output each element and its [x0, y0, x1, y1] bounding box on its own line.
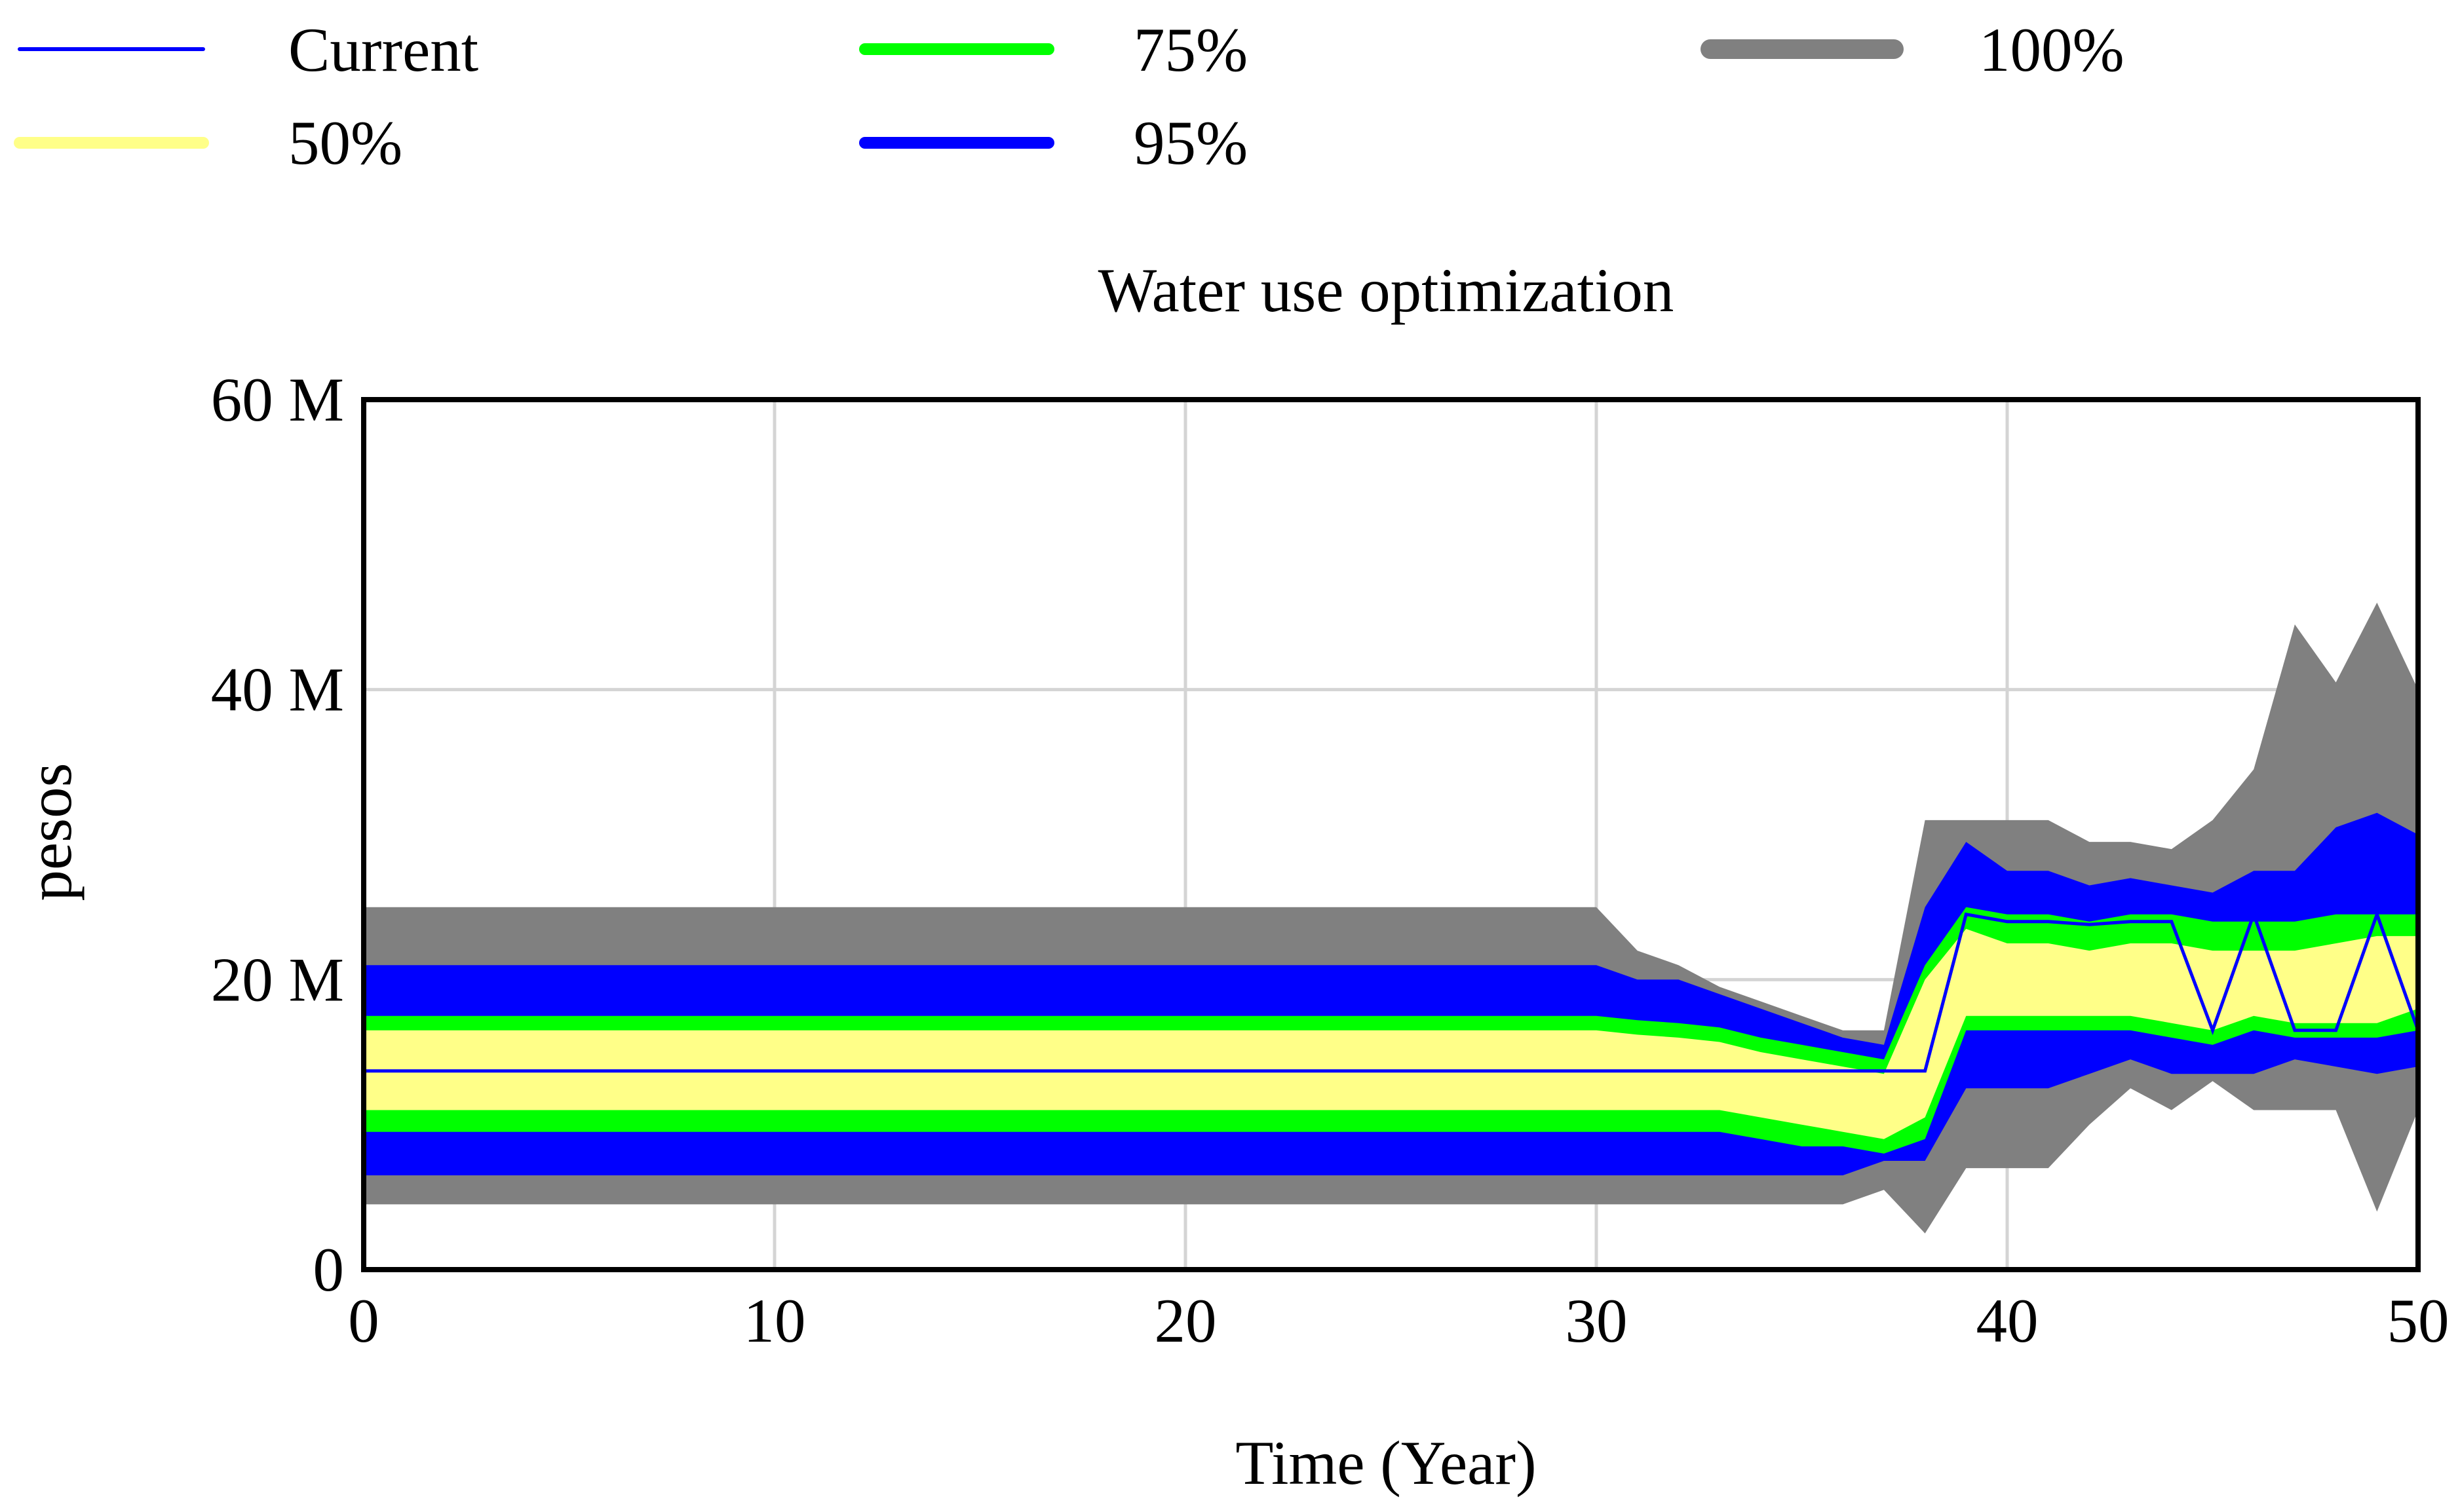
axis-ticks: 0 10 20 30 40 50 0 20 M 40 M 60 M — [211, 365, 2450, 1355]
legend-label-50: 50% — [288, 108, 402, 178]
band-50 — [364, 928, 2418, 1139]
bands — [364, 602, 2418, 1234]
y-tick-label: 60 M — [211, 365, 344, 434]
y-tick-label: 0 — [313, 1235, 345, 1304]
y-axis-label: pesos — [15, 763, 85, 901]
y-tick-label: 40 M — [211, 655, 344, 725]
legend: Current 75% 100% 50% 95% — [14, 15, 2124, 178]
x-tick-label: 40 — [1976, 1286, 2039, 1355]
x-tick-label: 30 — [1566, 1286, 1628, 1355]
legend-label-100: 100% — [1979, 15, 2124, 85]
chart-title: Water use optimization — [1098, 255, 1674, 325]
x-axis-label: Time (Year) — [1235, 1428, 1536, 1498]
x-tick-label: 0 — [348, 1286, 379, 1355]
legend-label-75: 75% — [1134, 15, 1248, 85]
legend-label-95: 95% — [1134, 108, 1248, 178]
series-lines — [364, 909, 2420, 1073]
y-tick-label: 20 M — [211, 945, 344, 1014]
x-tick-label: 20 — [1155, 1286, 1217, 1355]
x-tick-label: 10 — [744, 1286, 806, 1355]
legend-label-current: Current — [288, 15, 478, 85]
plot-frame — [361, 397, 2421, 1272]
series-line-current — [364, 909, 2420, 1073]
x-tick-label: 50 — [2387, 1286, 2450, 1355]
